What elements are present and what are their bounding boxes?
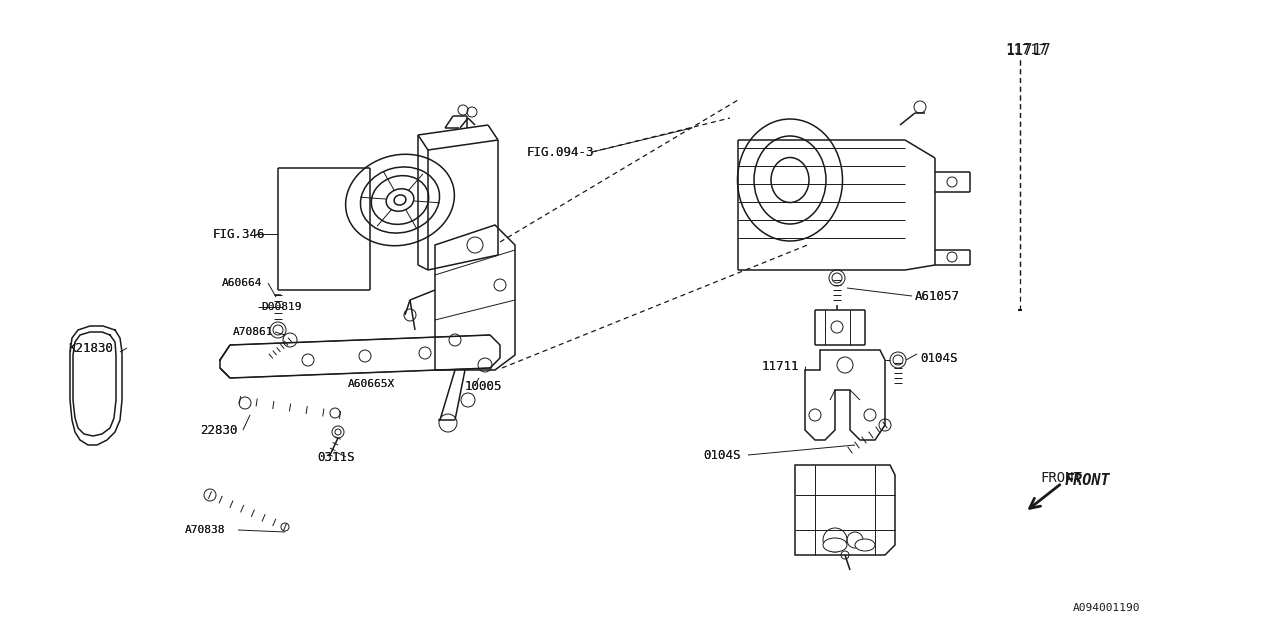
Text: 11717: 11717: [1005, 43, 1047, 57]
Text: A60665X: A60665X: [348, 379, 396, 389]
Text: 10005: 10005: [465, 380, 503, 392]
Text: FIG.346: FIG.346: [212, 227, 265, 241]
Polygon shape: [435, 225, 515, 370]
Text: D00819: D00819: [261, 302, 302, 312]
Text: FRONT: FRONT: [1065, 472, 1111, 488]
Text: A094001190: A094001190: [1073, 603, 1140, 613]
Text: 22830: 22830: [200, 424, 238, 436]
Text: FIG.346: FIG.346: [212, 227, 265, 241]
Text: A70861: A70861: [233, 327, 274, 337]
Text: A70838: A70838: [186, 525, 225, 535]
Text: A70861: A70861: [233, 327, 274, 337]
Text: A61057: A61057: [915, 289, 960, 303]
Text: A61057: A61057: [915, 289, 960, 303]
Text: 10005: 10005: [465, 380, 503, 392]
Text: K21830: K21830: [68, 342, 113, 355]
Polygon shape: [795, 465, 895, 555]
Text: 0104S: 0104S: [703, 449, 741, 461]
Text: 11717: 11717: [1005, 42, 1051, 58]
Text: A70838: A70838: [186, 525, 225, 535]
Text: FIG.094-3: FIG.094-3: [527, 145, 594, 159]
Text: FRONT: FRONT: [1039, 471, 1082, 485]
Ellipse shape: [823, 538, 847, 552]
Text: D00819: D00819: [261, 302, 302, 312]
Ellipse shape: [855, 539, 876, 551]
Text: FIG.094-3: FIG.094-3: [527, 145, 594, 159]
Text: A60665X: A60665X: [348, 379, 396, 389]
Text: 0104S: 0104S: [703, 449, 741, 461]
Text: K21830: K21830: [68, 342, 113, 355]
Text: A60664: A60664: [221, 278, 262, 288]
Text: 11711: 11711: [762, 360, 800, 372]
Text: 22830: 22830: [200, 424, 238, 436]
Text: 0104S: 0104S: [920, 351, 957, 365]
Text: 0311S: 0311S: [317, 451, 355, 463]
Text: 11711: 11711: [762, 360, 800, 372]
Text: A60664: A60664: [221, 278, 262, 288]
Text: 0311S: 0311S: [317, 451, 355, 463]
Text: 0104S: 0104S: [920, 351, 957, 365]
Polygon shape: [805, 350, 884, 440]
